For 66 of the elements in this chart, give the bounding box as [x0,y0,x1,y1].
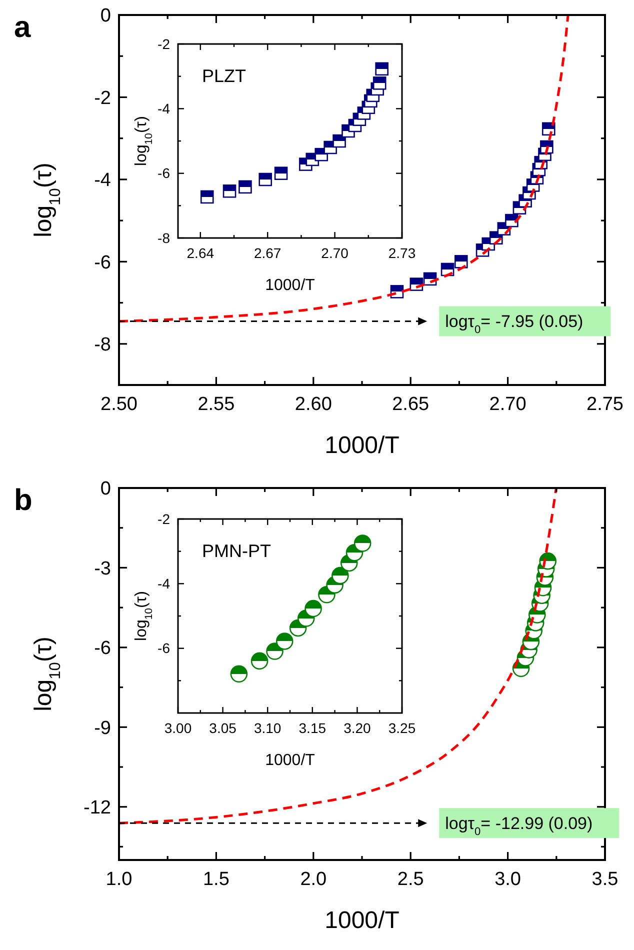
x-tick-label: 1.0 [106,869,132,890]
x-tick-label: 2.75 [586,394,624,415]
point [505,214,518,228]
x-tick-label: 2.50 [100,394,138,415]
x-tick-label: 2.55 [198,394,235,415]
point [354,534,372,552]
x-tick-label: 2.73 [388,245,416,261]
y-tick-label: -6 [94,638,111,660]
y-tick-label: -6 [94,252,111,274]
chart-title: b [14,484,32,517]
x-tick-label: 2.65 [392,394,430,415]
x-tick-label: 3.25 [388,720,416,736]
x-tick-label: 3.10 [254,720,282,736]
annotation: PMN-PT [202,541,271,561]
point [332,134,346,148]
x-axis-title: 1000/T [324,907,400,934]
x-tick-label: 3.5 [592,869,618,890]
x-tick-label: 3.05 [209,720,237,736]
annotation: PLZT [202,66,246,86]
x-tick-label: 2.5 [397,869,424,890]
x-tick-label: 3.0 [494,869,522,890]
x-tick-label: 1.5 [202,869,230,890]
point [238,180,252,194]
y-tick-label: -2 [158,510,170,527]
y-tick-label: -12 [84,798,111,819]
y-tick-label: -6 [158,640,170,656]
annotation: logτ$_{0}$= -12.99 (0.09) [445,814,593,838]
y-tick-label: -2 [94,88,111,109]
point [274,166,288,180]
y-tick-label: -8 [158,230,170,246]
point [250,652,268,670]
x-tick-label: 2.64 [186,245,214,261]
y-tick-label: -9 [94,718,111,739]
y-tick-label: -4 [158,576,170,592]
y-tick-label: -3 [94,558,111,580]
y-tick-label: -2 [158,36,170,52]
point [222,184,236,198]
point [230,665,248,683]
annotation: logτ$_{0}$= -7.95 (0.05) [445,312,584,336]
x-tick-label: 3.00 [164,720,192,736]
point [375,62,388,76]
y-tick-label: 0 [100,478,111,500]
chart-title: a [14,11,31,44]
x-tick-label: 2.70 [489,394,526,415]
point [200,190,214,204]
point [372,76,386,90]
point [276,632,294,650]
x-tick-label: 2.0 [300,869,327,890]
x-tick-label: 3.15 [298,720,326,736]
x-axis-title: 1000/T [265,752,316,769]
x-tick-label: 2.60 [294,394,332,415]
x-tick-label: 2.67 [254,245,282,261]
y-tick-label: -4 [94,170,112,192]
y-tick-label: 0 [100,6,111,27]
x-tick-label: 2.70 [321,245,349,261]
y-tick-label: -8 [94,334,111,356]
y-tick-label: -4 [158,100,170,117]
y-tick-label: -6 [158,165,170,182]
x-tick-label: 3.20 [344,720,372,736]
point [266,642,284,660]
point [258,172,272,186]
point [304,600,322,618]
point [454,255,468,268]
x-axis-title: 1000/T [324,432,400,459]
point [332,566,349,584]
x-axis-title: 1000/T [265,277,316,294]
